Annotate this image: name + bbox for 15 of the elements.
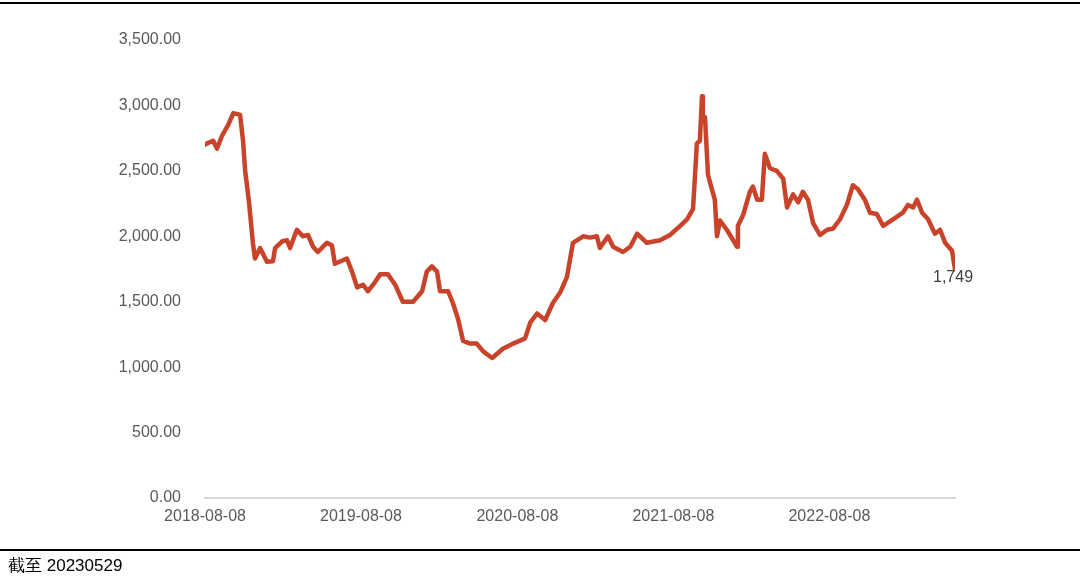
annotation: 1,749 [932,267,974,285]
x-tick-label: 2021-08-08 [632,507,715,525]
text: 截至 20230529 [8,556,123,575]
y-tick-label: 0.00 [149,488,182,506]
y-tick-label: 3,000.00 [118,95,182,113]
x-tick-label: 2020-08-08 [476,507,559,525]
y-tick-label: 1,500.00 [118,292,182,310]
y-tick-label: 3,500.00 [118,30,182,48]
x-tick-label: 2018-08-08 [164,507,247,525]
y-tick-label: 1,000.00 [118,357,182,375]
y-tick-label: 2,500.00 [118,161,182,179]
x-tick-label: 2019-08-08 [320,507,403,525]
x-tick-label: 2022-08-08 [788,507,871,525]
y-tick-label: 500.00 [132,422,182,440]
y-tick-label: 2,000.00 [118,226,182,244]
